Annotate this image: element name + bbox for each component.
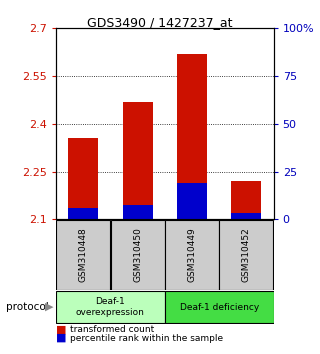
Text: GDS3490 / 1427237_at: GDS3490 / 1427237_at bbox=[87, 16, 233, 29]
Bar bbox=[68, 138, 98, 219]
Text: GSM310449: GSM310449 bbox=[188, 228, 196, 282]
Bar bbox=[231, 181, 261, 219]
Text: protocol: protocol bbox=[6, 302, 49, 312]
Bar bbox=[231, 213, 261, 219]
Text: Deaf-1
overexpression: Deaf-1 overexpression bbox=[76, 297, 145, 317]
FancyBboxPatch shape bbox=[219, 220, 274, 290]
Text: ▶: ▶ bbox=[45, 302, 54, 312]
FancyBboxPatch shape bbox=[110, 220, 165, 290]
Text: percentile rank within the sample: percentile rank within the sample bbox=[70, 333, 224, 343]
Text: ■: ■ bbox=[56, 325, 67, 335]
Text: GSM310448: GSM310448 bbox=[79, 228, 88, 282]
Bar bbox=[177, 183, 207, 219]
Bar bbox=[177, 54, 207, 219]
FancyBboxPatch shape bbox=[56, 291, 165, 323]
FancyBboxPatch shape bbox=[165, 220, 219, 290]
FancyBboxPatch shape bbox=[56, 220, 110, 290]
Text: ■: ■ bbox=[56, 333, 67, 343]
Text: transformed count: transformed count bbox=[70, 325, 155, 334]
Bar bbox=[123, 205, 153, 219]
Bar bbox=[123, 102, 153, 219]
Text: GSM310450: GSM310450 bbox=[133, 227, 142, 282]
Text: Deaf-1 deficiency: Deaf-1 deficiency bbox=[180, 303, 259, 312]
FancyBboxPatch shape bbox=[165, 291, 274, 323]
Bar bbox=[68, 209, 98, 219]
Text: GSM310452: GSM310452 bbox=[242, 228, 251, 282]
